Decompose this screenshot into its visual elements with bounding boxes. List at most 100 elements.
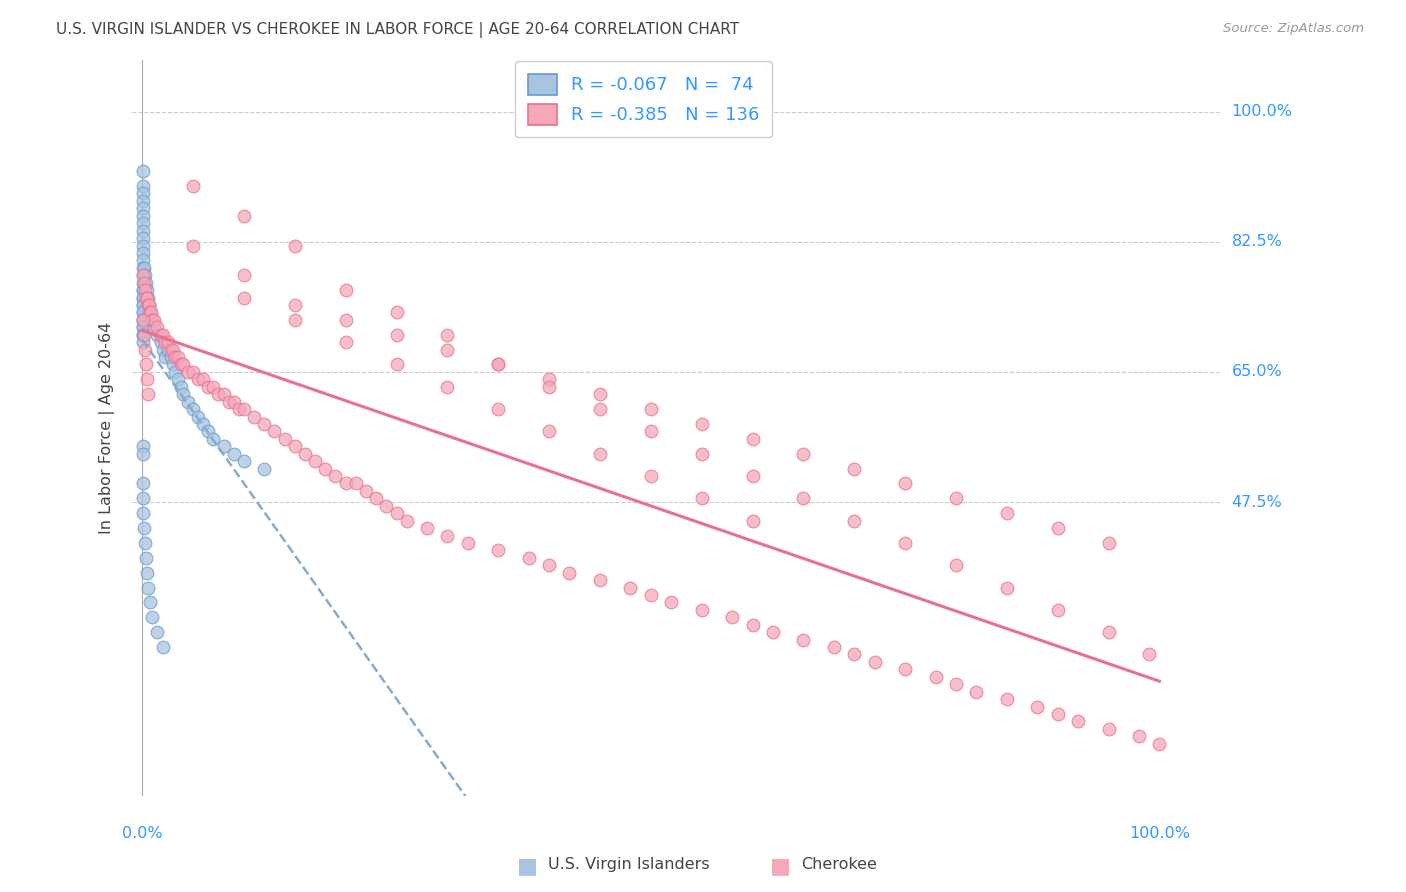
Point (1097, 625, 1119, 640)
Point (792, 491, 814, 506)
Point (385, 506, 408, 520)
Point (844, 648, 866, 662)
Point (375, 499, 398, 513)
Point (132, 268, 155, 283)
Point (228, 402, 250, 417)
Point (136, 291, 159, 305)
Point (823, 640, 845, 654)
Point (162, 343, 184, 357)
Point (894, 476, 917, 491)
Point (253, 417, 276, 431)
Point (132, 320, 155, 334)
Point (134, 276, 156, 290)
Point (187, 409, 209, 424)
Point (152, 640, 174, 654)
Point (132, 313, 155, 327)
Point (141, 313, 163, 327)
Point (335, 476, 357, 491)
Point (690, 491, 713, 506)
Point (132, 216, 155, 230)
Point (741, 617, 763, 632)
Point (149, 335, 172, 350)
Point (263, 425, 285, 439)
Point (134, 260, 156, 275)
Point (132, 476, 155, 491)
Point (187, 372, 209, 386)
Point (894, 662, 917, 676)
Point (136, 283, 159, 297)
Point (172, 387, 194, 401)
Point (139, 305, 162, 319)
Point (344, 476, 367, 491)
Point (134, 283, 156, 297)
Point (232, 291, 254, 305)
Point (538, 425, 561, 439)
Point (132, 320, 155, 334)
Point (844, 461, 866, 475)
Point (132, 506, 155, 520)
Point (1137, 648, 1160, 662)
Point (141, 610, 163, 624)
Point (995, 581, 1018, 595)
Point (156, 335, 179, 350)
Point (132, 179, 155, 194)
Point (640, 425, 662, 439)
Point (136, 298, 159, 312)
Point (132, 164, 155, 178)
Point (163, 365, 186, 379)
Point (138, 298, 160, 312)
Point (222, 447, 245, 461)
Point (181, 402, 204, 417)
Point (304, 454, 326, 468)
Point (965, 684, 987, 698)
Point (146, 320, 169, 334)
Point (132, 327, 155, 342)
Point (741, 432, 763, 446)
Point (132, 202, 155, 216)
Point (1026, 699, 1049, 714)
Point (136, 581, 159, 595)
Point (132, 253, 155, 268)
Point (132, 238, 155, 252)
Point (138, 298, 160, 312)
Text: 47.5%: 47.5% (1232, 494, 1282, 509)
Point (690, 603, 713, 617)
Point (139, 595, 162, 609)
Point (132, 283, 155, 297)
Point (1067, 714, 1090, 729)
Text: Cherokee: Cherokee (801, 857, 877, 872)
Point (132, 327, 155, 342)
Point (212, 439, 235, 453)
Point (517, 550, 540, 565)
Point (945, 558, 967, 573)
Point (134, 343, 156, 357)
Point (136, 387, 159, 401)
Point (207, 387, 229, 401)
Point (149, 327, 172, 342)
Point (136, 291, 159, 305)
Point (894, 536, 917, 550)
Point (416, 521, 439, 535)
Point (132, 313, 155, 327)
Point (366, 491, 388, 506)
Point (166, 372, 188, 386)
Point (132, 313, 155, 327)
Point (181, 179, 204, 194)
Point (132, 305, 155, 319)
Point (132, 231, 155, 245)
Point (177, 365, 200, 379)
Point (193, 372, 215, 386)
Point (232, 268, 254, 283)
Point (135, 291, 157, 305)
Point (538, 380, 561, 394)
Point (741, 514, 763, 528)
Point (135, 276, 157, 290)
Point (640, 588, 662, 602)
Point (395, 514, 418, 528)
Point (135, 358, 157, 372)
Point (335, 283, 357, 297)
Point (284, 238, 307, 252)
Point (132, 283, 155, 297)
Point (132, 439, 155, 453)
Point (152, 327, 174, 342)
